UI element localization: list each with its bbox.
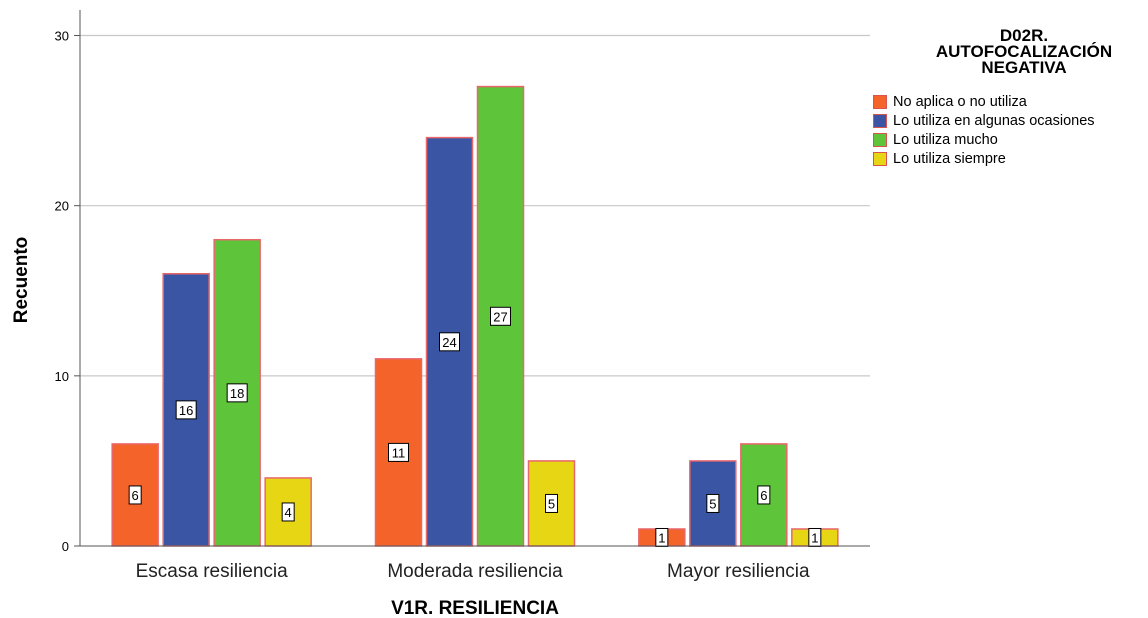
x-axis-title: V1R. RESILIENCIA bbox=[391, 598, 559, 618]
data-label: 11 bbox=[392, 445, 406, 460]
data-label-box bbox=[128, 485, 142, 505]
legend-swatch bbox=[873, 113, 887, 128]
data-label: 24 bbox=[442, 335, 456, 350]
legend-swatch bbox=[873, 132, 887, 147]
legend-label: Lo utiliza en algunas ocasiones bbox=[893, 112, 1095, 129]
legend-item: Lo utiliza siempre bbox=[870, 149, 1148, 168]
data-labels: 6 16 18 4 11 24 27 5 1 5 6 1 bbox=[128, 306, 822, 547]
legend-title: D02R. AUTOFOCALIZACIÓN NEGATIVA bbox=[870, 26, 1146, 77]
legend-title-line: AUTOFOCALIZACIÓN bbox=[935, 42, 1113, 61]
data-label: 27 bbox=[493, 309, 507, 324]
y-tick-label: 0 bbox=[62, 539, 69, 554]
y-tick-label: 10 bbox=[55, 369, 69, 384]
legend-label: Lo utiliza mucho bbox=[893, 131, 998, 148]
x-category-label: Moderada resiliencia bbox=[387, 561, 563, 582]
legend-label: Lo utiliza siempre bbox=[893, 150, 1006, 167]
x-category-labels: Escasa resiliencia Moderada resiliencia Ma… bbox=[136, 561, 810, 582]
legend-item: Lo utiliza mucho bbox=[870, 130, 1148, 149]
data-label: 6 bbox=[760, 488, 767, 503]
y-tick-labels: 0 10 20 30 bbox=[55, 29, 69, 554]
gridlines bbox=[74, 34, 870, 547]
legend-items: No aplica o no utiliza Lo utiliza en algu… bbox=[870, 92, 1148, 168]
data-label-box bbox=[439, 332, 460, 352]
data-label-box bbox=[175, 400, 197, 420]
data-label-box bbox=[757, 485, 771, 505]
legend-title-line: D02R. bbox=[999, 26, 1049, 45]
legend: D02R. AUTOFOCALIZACIÓN NEGATIVA No aplic… bbox=[870, 26, 1148, 168]
y-axis-title: Recuento bbox=[11, 237, 32, 324]
data-label: 6 bbox=[132, 488, 139, 503]
legend-swatch bbox=[873, 94, 887, 109]
legend-title-line: NEGATIVA bbox=[981, 58, 1067, 77]
data-label: 1 bbox=[658, 530, 665, 545]
data-label-box bbox=[545, 493, 558, 513]
legend-label: No aplica o no utiliza bbox=[893, 93, 1027, 110]
x-category-label: Mayor resiliencia bbox=[667, 561, 810, 582]
y-tick-label: 20 bbox=[55, 199, 69, 214]
data-label: 16 bbox=[179, 403, 193, 418]
data-label: 4 bbox=[285, 505, 292, 520]
data-label: 18 bbox=[230, 386, 244, 401]
y-tick-label: 30 bbox=[55, 29, 69, 44]
bars bbox=[111, 85, 839, 547]
legend-item: Lo utiliza en algunas ocasiones bbox=[870, 111, 1148, 130]
data-label-box bbox=[226, 383, 248, 403]
legend-swatch bbox=[873, 151, 887, 166]
data-label-box bbox=[490, 306, 511, 326]
data-label-box bbox=[388, 442, 409, 462]
data-label: 1 bbox=[811, 530, 818, 545]
x-category-label: Escasa resiliencia bbox=[136, 561, 288, 582]
data-label-box bbox=[706, 493, 720, 513]
data-label: 5 bbox=[709, 496, 716, 511]
data-label-box bbox=[281, 502, 295, 522]
data-label: 5 bbox=[548, 496, 555, 511]
legend-item: No aplica o no utiliza bbox=[870, 92, 1148, 111]
